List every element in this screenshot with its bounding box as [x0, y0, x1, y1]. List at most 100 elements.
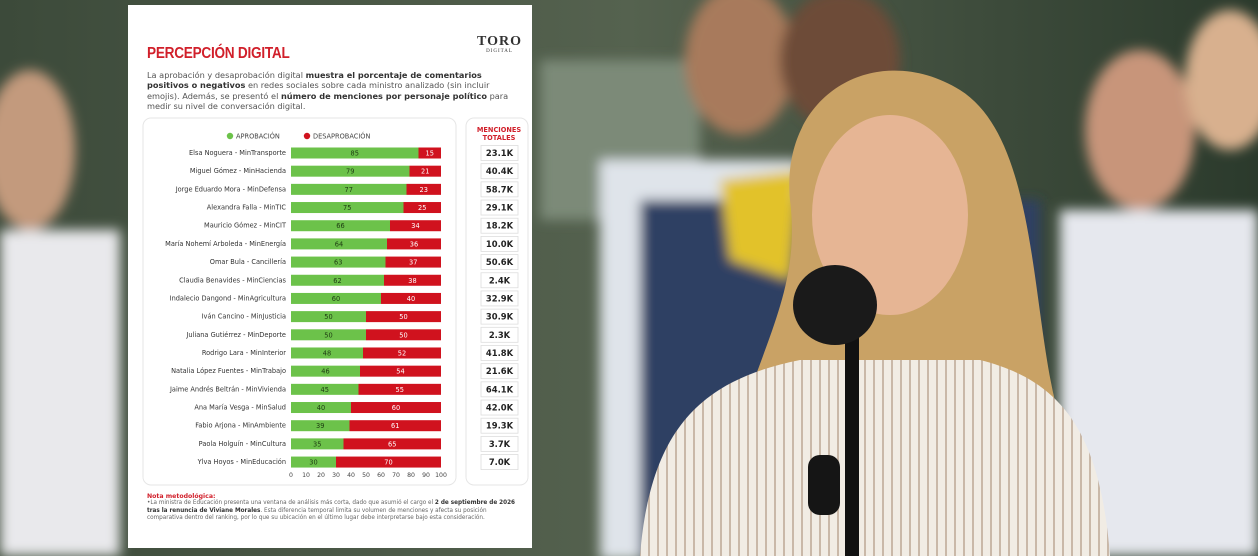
- mention-cell: [480, 363, 519, 380]
- mention-cell: [480, 435, 519, 452]
- infographic-card: PERCEPCIÓN DIGITAL TORO DIGITAL La aprob…: [128, 5, 532, 548]
- mention-value: 2.3K: [489, 330, 511, 340]
- mention-value: 3.7K: [489, 439, 511, 449]
- mention-value: 10.0K: [486, 239, 514, 249]
- mention-value: 50.6K: [486, 257, 514, 267]
- mention-value: 2.4K: [489, 275, 511, 285]
- legend-label: DESAPROBACIÓN: [313, 132, 370, 141]
- data-label: 62: [333, 277, 341, 285]
- description-text: La aprobación y desaprobación digital: [147, 70, 306, 80]
- mention-cell: [480, 381, 519, 398]
- mention-cell: [480, 454, 519, 470]
- data-label: 30: [309, 459, 317, 467]
- x-tick-label: 10: [302, 472, 310, 479]
- data-label: 55: [396, 386, 404, 394]
- legend-label: APROBACIÓN: [236, 132, 280, 141]
- bar-segment: [291, 438, 344, 450]
- data-label: 60: [392, 404, 400, 412]
- category-label: Claudia Benavides - MinCiencias: [179, 276, 286, 284]
- data-label: 40: [317, 404, 325, 412]
- mention-value: 41.8K: [486, 348, 514, 358]
- bar-segment: [291, 347, 363, 359]
- mention-cell: [480, 290, 519, 307]
- category-label: María Nohemí Arboleda - MinEnergía: [165, 240, 286, 248]
- mention-value: 19.3K: [486, 421, 514, 431]
- data-label: 54: [396, 368, 404, 376]
- mention-value: 30.9K: [486, 312, 514, 322]
- data-label: 52: [398, 349, 406, 357]
- description-text: número de menciones por personaje políti…: [280, 90, 487, 101]
- bar-segment: [291, 256, 386, 268]
- bar-segment: [291, 329, 366, 341]
- mention-cell: [480, 272, 519, 289]
- bar-segment: [385, 256, 441, 268]
- bar-segment: [291, 202, 404, 214]
- bar-segment: [291, 238, 387, 250]
- mention-cell: [480, 399, 519, 416]
- category-label: Omar Bula - Cancillería: [210, 258, 286, 266]
- category-label: Jaime Andrés Beltrán - MinVivienda: [169, 385, 286, 393]
- bar-segment: [291, 456, 336, 468]
- x-tick-label: 0: [289, 472, 293, 479]
- data-label: 50: [399, 313, 407, 321]
- bar-segment: [343, 438, 441, 450]
- mention-value: 21.6K: [486, 366, 514, 376]
- mention-cell: [480, 181, 519, 198]
- mention-value: 40.4K: [486, 166, 514, 176]
- bar-segment: [403, 202, 441, 214]
- bar-segment: [291, 274, 384, 286]
- legend-swatch: [303, 132, 311, 140]
- bar-segment: [358, 383, 441, 395]
- data-label: 40: [407, 295, 415, 303]
- category-label: Mauricio Gómez - MinCIT: [204, 222, 287, 230]
- bar-segment: [351, 402, 441, 414]
- mention-cell: [480, 217, 519, 234]
- mention-cell: [480, 163, 519, 180]
- x-tick-label: 60: [377, 472, 385, 479]
- data-label: 50: [399, 331, 407, 339]
- x-tick-label: 80: [407, 472, 415, 479]
- bar-segment: [363, 347, 441, 359]
- x-tick-label: 100: [435, 472, 447, 479]
- data-label: 61: [391, 422, 399, 430]
- data-label: 35: [313, 440, 321, 448]
- data-label: 38: [408, 277, 416, 285]
- data-label: 50: [324, 331, 332, 339]
- bar-segment: [349, 420, 441, 432]
- mention-cell: [480, 345, 519, 361]
- logo-text: TORO: [477, 34, 522, 49]
- mention-value: 42.0K: [486, 403, 514, 413]
- x-tick-label: 20: [317, 472, 325, 479]
- mention-value: 29.1K: [486, 203, 514, 213]
- x-tick-label: 70: [392, 472, 400, 479]
- bar-segment: [291, 311, 366, 323]
- bar-segment: [291, 420, 350, 432]
- x-tick-label: 50: [362, 472, 370, 479]
- data-label: 39: [316, 422, 324, 430]
- category-label: Alexandra Falla - MinTIC: [207, 204, 287, 212]
- mention-cell: [480, 254, 519, 270]
- data-label: 70: [384, 459, 392, 467]
- category-label: Rodrigo Lara - MinInterior: [202, 349, 286, 357]
- x-tick-label: 30: [332, 472, 340, 479]
- mention-value: 23.1K: [486, 148, 514, 158]
- data-label: 15: [426, 150, 434, 158]
- bar-segment: [291, 183, 407, 195]
- bar-segment: [384, 274, 441, 286]
- chart: APROBACIÓN DESAPROBACIÓN Elsa Noguera - Mi…: [142, 117, 529, 486]
- data-label: 46: [321, 368, 329, 376]
- bar-segment: [390, 220, 441, 232]
- logo: TORO DIGITAL: [477, 35, 522, 55]
- category-label: Indalecio Dangond - MinAgricultura: [170, 294, 286, 302]
- category-label: Paola Holguín - MinCultura: [199, 440, 286, 448]
- data-label: 75: [343, 204, 351, 212]
- data-label: 77: [345, 186, 353, 194]
- category-label: Fabio Arjona - MinAmbiente: [195, 422, 286, 430]
- mention-value: 58.7K: [486, 184, 514, 194]
- mention-cell: [480, 417, 519, 434]
- bar-segment: [291, 402, 351, 414]
- bar-segment: [291, 365, 360, 377]
- category-label: Ylva Hoyos - MinEducación: [197, 458, 286, 466]
